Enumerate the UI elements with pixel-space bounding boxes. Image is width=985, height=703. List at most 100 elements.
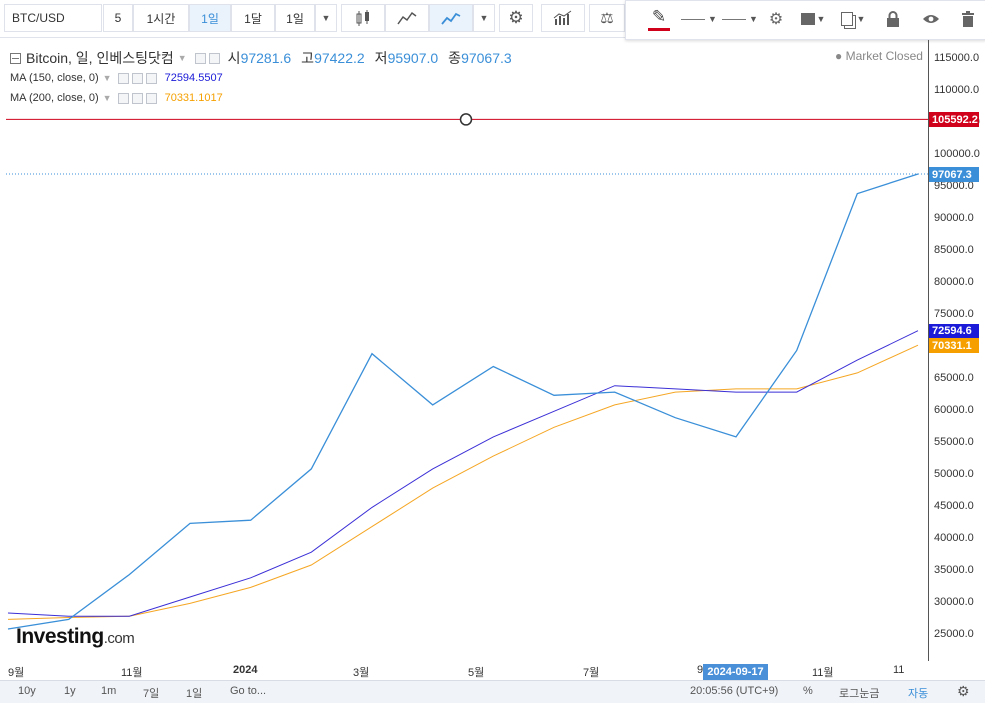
area-chart-button[interactable] <box>385 4 429 32</box>
ma150-series-line <box>8 331 918 617</box>
drawing-settings-button[interactable]: ⚙ <box>764 6 788 32</box>
y-tick-label: 50000.0 <box>934 468 974 480</box>
logo-main: Investing <box>16 625 104 648</box>
y-tick-label: 25000.0 <box>934 628 974 640</box>
collapse-icon[interactable] <box>10 53 21 64</box>
range-1d[interactable]: 1일 <box>186 685 202 701</box>
indicators-icon <box>553 10 573 26</box>
chevron-down-icon[interactable]: ▼ <box>103 73 112 83</box>
interval-dropdown[interactable]: ▼ <box>315 4 337 32</box>
fill-icon <box>801 13 815 25</box>
interval-5[interactable]: 5 <box>103 4 133 32</box>
scale-icon: ⚖ <box>600 9 613 27</box>
line-chart-icon <box>441 10 461 26</box>
interval-1m[interactable]: 1달 <box>231 4 275 32</box>
market-status: ● Market Closed <box>835 49 923 63</box>
chevron-down-icon: ▼ <box>749 14 758 24</box>
visibility-button[interactable] <box>918 6 944 32</box>
line-width-icon <box>722 19 746 20</box>
compare-button[interactable]: ⚖ <box>589 4 625 32</box>
y-tick-label: 75000.0 <box>934 308 974 320</box>
close-label: 종 <box>448 48 461 68</box>
clone-icon <box>841 12 853 26</box>
y-tick-label: 40000.0 <box>934 532 974 544</box>
line-style-button[interactable]: ▼ <box>681 6 717 32</box>
indicators-button[interactable] <box>541 4 585 32</box>
drawing-toolbar: ✎ ▼ ▼ ⚙ ▼ ▼ <box>625 0 985 40</box>
x-tick-label: 5월 <box>468 664 484 680</box>
chart-type-dropdown[interactable]: ▼ <box>473 4 495 32</box>
y-tick-label: 95000.0 <box>934 180 974 192</box>
chevron-down-icon: ▼ <box>708 14 717 24</box>
lock-icon <box>886 11 900 27</box>
line-width-button[interactable]: ▼ <box>722 6 758 32</box>
log-scale-toggle[interactable]: 로그눈금 <box>839 685 879 701</box>
gear-icon: ⚙ <box>769 9 783 29</box>
eye-icon <box>922 13 940 25</box>
interval-1d[interactable]: 1일 <box>189 4 231 32</box>
ma150-label: MA (150, close, 0) <box>10 72 99 84</box>
x-tick-label: 11월 <box>121 664 143 680</box>
y-tick-label: 90000.0 <box>934 212 974 224</box>
gear-icon[interactable] <box>132 93 143 104</box>
y-tick-label: 45000.0 <box>934 500 974 512</box>
logo-suffix: .com <box>104 630 135 647</box>
chevron-down-icon[interactable]: ▼ <box>103 93 112 103</box>
auto-scale-toggle[interactable]: 자동 <box>908 685 928 701</box>
range-1m[interactable]: 1m <box>101 685 116 697</box>
y-tick-label: 110000.0 <box>934 84 979 96</box>
high-label: 고 <box>301 48 314 68</box>
pencil-icon: ✎ <box>652 7 666 27</box>
close-icon[interactable] <box>146 73 157 84</box>
range-10y[interactable]: 10y <box>18 685 36 697</box>
visibility-icon[interactable] <box>195 53 206 64</box>
settings-button[interactable]: ⚙ <box>499 4 533 32</box>
pen-button[interactable]: ✎ <box>644 6 674 32</box>
candles-button[interactable] <box>341 4 385 32</box>
low-label: 저 <box>375 48 388 68</box>
last-price-tag: 97067.3 <box>929 167 979 182</box>
close-icon[interactable] <box>146 93 157 104</box>
gear-icon[interactable]: ⚙ <box>957 683 970 700</box>
interval-custom[interactable]: 1일 <box>275 4 315 32</box>
hline-handle <box>461 114 472 125</box>
line-style-icon <box>681 19 705 20</box>
investing-logo: Investing.com <box>16 625 134 649</box>
clone-button[interactable]: ▼ <box>838 6 868 32</box>
range-1y[interactable]: 1y <box>64 685 76 697</box>
percent-toggle[interactable]: % <box>803 685 813 697</box>
symbol-input[interactable]: BTC/USD <box>4 4 102 32</box>
ma200-value: 70331.1017 <box>165 92 223 104</box>
lock-button[interactable] <box>882 6 904 32</box>
y-tick-label: 65000.0 <box>934 372 974 384</box>
series-name: Bitcoin, 일, 인베스팅닷컴 <box>26 48 174 68</box>
price-chart[interactable] <box>6 40 928 661</box>
gear-icon[interactable] <box>132 73 143 84</box>
x-tick-label: 2024 <box>233 664 257 676</box>
ma200-label: MA (200, close, 0) <box>10 92 99 104</box>
x-tick-label: 3월 <box>353 664 369 680</box>
y-tick-label: 85000.0 <box>934 244 974 256</box>
gear-icon[interactable] <box>209 53 220 64</box>
high-value: 97422.2 <box>314 50 365 66</box>
line-chart-button[interactable] <box>429 4 473 32</box>
hline-price-tag: 105592.2 <box>929 112 979 127</box>
goto-button[interactable]: Go to... <box>230 685 266 697</box>
y-tick-label: 60000.0 <box>934 404 974 416</box>
delete-button[interactable] <box>956 6 980 32</box>
range-7d[interactable]: 7일 <box>143 685 159 701</box>
ma150-legend: MA (150, close, 0) ▼ 72594.5507 <box>10 68 512 88</box>
interval-1h[interactable]: 1시간 <box>133 4 189 32</box>
y-tick-label: 115000.0 <box>934 52 979 64</box>
visibility-icon[interactable] <box>118 93 129 104</box>
price-series-line <box>8 174 918 629</box>
low-value: 95907.0 <box>388 50 439 66</box>
fill-button[interactable]: ▼ <box>798 6 828 32</box>
chevron-down-icon[interactable]: ▼ <box>178 53 187 63</box>
ma200-legend: MA (200, close, 0) ▼ 70331.1017 <box>10 88 512 108</box>
y-tick-label: 55000.0 <box>934 436 974 448</box>
visibility-icon[interactable] <box>118 73 129 84</box>
area-chart-icon <box>397 10 417 26</box>
color-swatch <box>648 28 670 31</box>
